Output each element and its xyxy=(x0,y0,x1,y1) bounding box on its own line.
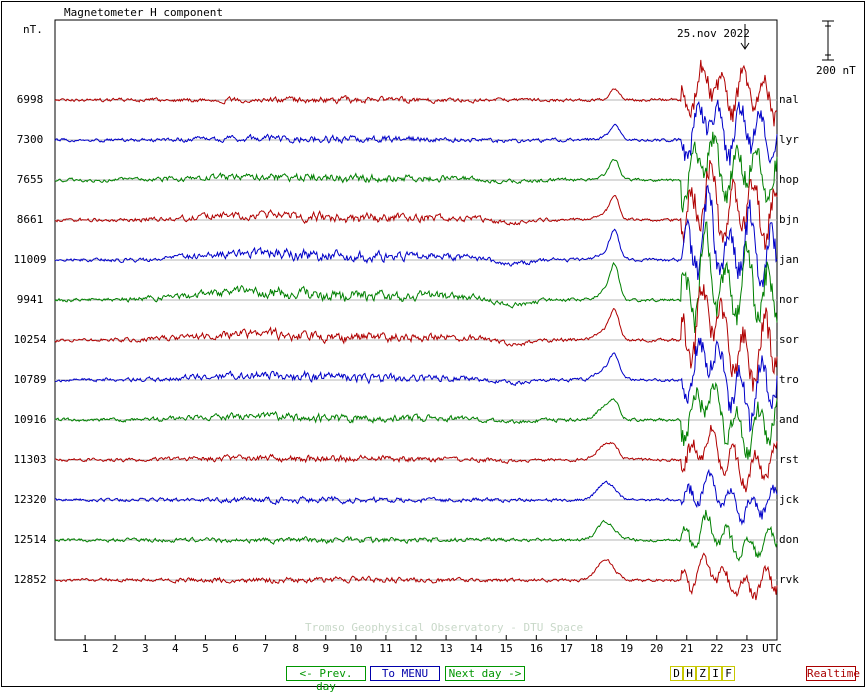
baseline-label-tro: 10789 xyxy=(13,373,47,386)
x-tick-label: 21 xyxy=(680,642,693,655)
menu-button[interactable]: To MENU xyxy=(370,666,440,681)
baseline-label-jan: 11009 xyxy=(13,253,47,266)
station-label-lyr: lyr xyxy=(779,133,799,146)
traces xyxy=(54,59,778,601)
component-i-button[interactable]: I xyxy=(709,666,722,681)
trace-tro xyxy=(54,337,778,433)
x-axis: 1 2 3 4 5 6 7 8 9 10 11 12 13 14 15 16 17 18 19 20 21 22 23 UTC xyxy=(82,635,782,655)
station-label-jck: jck xyxy=(779,493,799,506)
trace-lyr xyxy=(54,99,778,166)
station-label-rst: rst xyxy=(779,453,799,466)
x-tick-label: 15 xyxy=(500,642,513,655)
grid-lines xyxy=(55,99,777,581)
trace-bjn xyxy=(54,159,778,250)
x-tick-label: 13 xyxy=(439,642,452,655)
station-label-rvk: rvk xyxy=(779,573,799,586)
x-tick-label: 22 xyxy=(710,642,723,655)
x-tick-label: 1 xyxy=(82,642,89,655)
trace-nal xyxy=(54,59,778,127)
x-tick-label: 16 xyxy=(530,642,543,655)
trace-hop xyxy=(54,131,778,213)
x-tick-label: 8 xyxy=(292,642,299,655)
trace-sor xyxy=(54,284,778,392)
date-label: 25.nov 2022 xyxy=(677,27,750,40)
component-d-button[interactable]: D xyxy=(670,666,683,681)
date-arrow xyxy=(740,24,750,50)
baseline-label-sor: 10254 xyxy=(13,333,47,346)
x-tick-label: 19 xyxy=(620,642,633,655)
plot-area xyxy=(54,19,778,641)
x-tick-label: 23 xyxy=(740,642,753,655)
realtime-button[interactable]: Realtime xyxy=(806,666,860,681)
x-tick-label: 3 xyxy=(142,642,149,655)
station-label-don: don xyxy=(779,533,799,546)
station-label-jan: jan xyxy=(779,253,799,266)
baseline-label-jck: 12320 xyxy=(13,493,47,506)
watermark: Tromso Geophysical Observatory - DTU Spa… xyxy=(305,621,584,634)
x-tick-label: 12 xyxy=(409,642,422,655)
baseline-label-rst: 11303 xyxy=(13,453,47,466)
x-tick-label: 17 xyxy=(560,642,573,655)
x-tick-label: 4 xyxy=(172,642,179,655)
baseline-label-lyr: 7300 xyxy=(16,133,44,146)
baseline-label-nal: 6998 xyxy=(16,93,44,106)
x-tick-label: 5 xyxy=(202,642,209,655)
x-tick-label: 11 xyxy=(379,642,392,655)
baseline-label-don: 12514 xyxy=(13,533,47,546)
x-tick-label: 14 xyxy=(470,642,484,655)
trace-don xyxy=(54,509,778,562)
x-tick-label: 20 xyxy=(650,642,663,655)
x-tick-label: 7 xyxy=(262,642,269,655)
station-label-and: and xyxy=(779,413,799,426)
x-tick-label: 2 xyxy=(112,642,119,655)
x-tick-label: 10 xyxy=(349,642,362,655)
trace-nor xyxy=(54,221,778,334)
baseline-label-bjn: 8661 xyxy=(16,213,44,226)
component-z-button[interactable]: Z xyxy=(696,666,709,681)
prev-day-button[interactable]: <- Prev. day xyxy=(286,666,366,693)
x-tick-label: 9 xyxy=(322,642,329,655)
x-tick-label: 6 xyxy=(232,642,239,655)
trace-rst xyxy=(54,424,778,493)
baseline-label-rvk: 12852 xyxy=(13,573,47,586)
station-label-nal: nal xyxy=(779,93,799,106)
trace-rvk xyxy=(54,552,778,601)
station-label-hop: hop xyxy=(779,173,799,186)
chart-title: Magnetometer H component xyxy=(64,6,223,19)
component-h-button[interactable]: H xyxy=(683,666,696,681)
trace-and xyxy=(54,381,778,460)
station-label-bjn: bjn xyxy=(779,213,799,226)
component-f-button[interactable]: F xyxy=(722,666,735,681)
scale-bar xyxy=(822,20,834,61)
scale-label: 200 nT xyxy=(816,64,856,77)
trace-jan xyxy=(54,184,778,288)
station-label-tro: tro xyxy=(779,373,799,386)
x-tick-label: UTC xyxy=(762,642,782,655)
baseline-label-hop: 7655 xyxy=(16,173,44,186)
unit-label: nT. xyxy=(23,23,43,36)
trace-jck xyxy=(54,468,778,526)
baseline-label-and: 10916 xyxy=(13,413,47,426)
station-label-nor: nor xyxy=(779,293,799,306)
next-day-button[interactable]: Next day -> xyxy=(445,666,525,681)
station-label-sor: sor xyxy=(779,333,799,346)
baseline-label-nor: 9941 xyxy=(16,293,44,306)
x-tick-label: 18 xyxy=(590,642,603,655)
